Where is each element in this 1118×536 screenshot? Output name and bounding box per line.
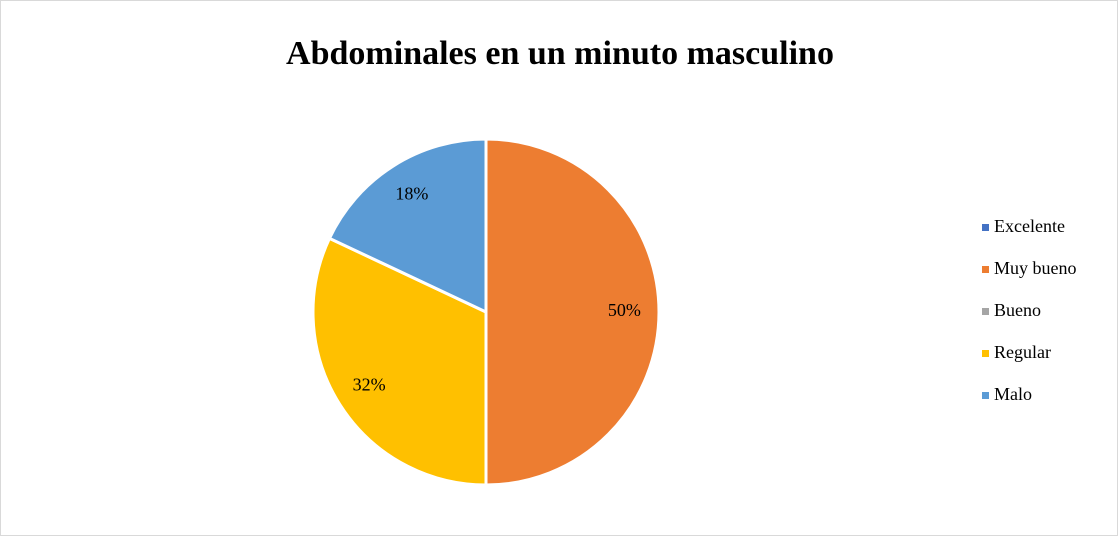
pie-slice	[311, 236, 488, 487]
legend-label: Regular	[994, 342, 1051, 362]
data-label: 50%	[608, 300, 641, 320]
legend-swatch	[982, 308, 989, 315]
legend-label: Muy bueno	[994, 258, 1077, 278]
legend-swatch	[982, 350, 989, 357]
legend-label: Malo	[994, 384, 1032, 404]
pie-slice	[484, 137, 661, 487]
legend-swatch	[982, 266, 989, 273]
legend-swatch	[982, 224, 989, 231]
legend-label: Excelente	[994, 216, 1065, 236]
data-label: 32%	[353, 374, 386, 394]
chart-title: Abdominales en un minuto masculino	[286, 35, 834, 72]
legend-label: Bueno	[994, 300, 1041, 320]
legend-swatch	[982, 392, 989, 399]
pie-slice	[327, 137, 488, 315]
data-label: 18%	[395, 183, 428, 203]
